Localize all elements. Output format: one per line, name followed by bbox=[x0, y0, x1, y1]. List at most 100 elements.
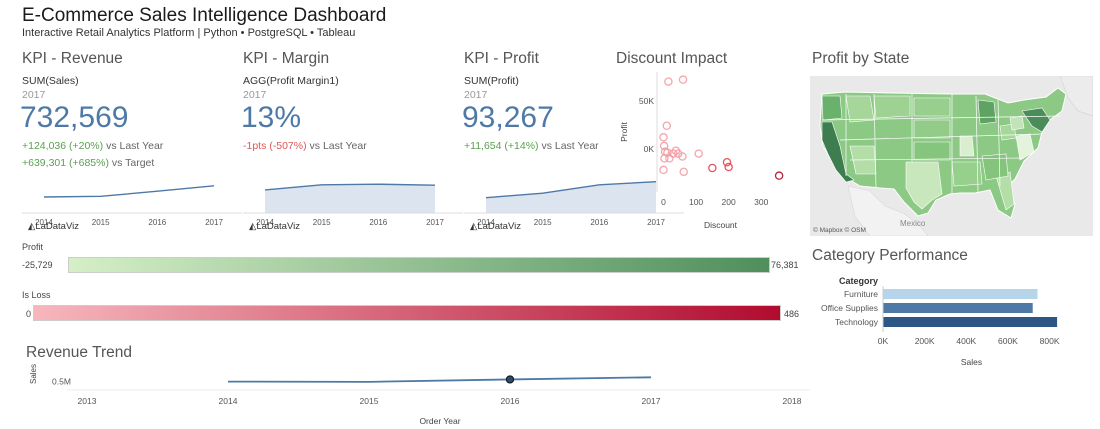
scatter-x-label: Discount bbox=[704, 220, 738, 230]
sparkline-year-label: 2016 bbox=[369, 218, 387, 227]
sparkline-year-label: 2014 bbox=[256, 218, 274, 227]
kpi-sparkline: 2014 2015 2016 2017 bbox=[464, 180, 684, 227]
state-montana bbox=[873, 95, 911, 119]
category-x-tick: 800K bbox=[1040, 336, 1060, 346]
delta-value: -1pts (-507%) bbox=[243, 140, 307, 152]
canada-land bbox=[1059, 76, 1093, 117]
profit-legend-gradient[interactable] bbox=[68, 257, 770, 273]
scatter-point bbox=[724, 162, 733, 172]
scatter-x-tick: 0 bbox=[661, 197, 666, 207]
logo-text: LaDataViz bbox=[35, 221, 79, 232]
mexico-land bbox=[847, 185, 929, 236]
kpi-revenue[interactable]: KPI - Revenue SUM(Sales) 2017 732,569 +1… bbox=[20, 50, 242, 270]
scatter-point bbox=[665, 154, 674, 163]
profit-map[interactable]: Mexico © Mapbox © OSM bbox=[810, 76, 1093, 236]
delta-value: +124,036 (+20%) bbox=[22, 140, 104, 152]
state-michigan bbox=[977, 99, 997, 125]
sparkline-year-label: 2016 bbox=[590, 218, 608, 227]
category-x-tick: 0K bbox=[878, 336, 889, 346]
kpi-value: 732,569 bbox=[20, 101, 129, 134]
trend-highlight-point bbox=[505, 375, 515, 384]
scatter-x-tick: 100 bbox=[689, 197, 703, 207]
scatter-point bbox=[662, 121, 672, 131]
scatter-point bbox=[678, 152, 687, 161]
loss-legend-gradient[interactable] bbox=[33, 305, 781, 321]
category-x-label: Sales bbox=[961, 357, 982, 367]
kpi-delta-target: +639,301 (+685%) vs Target bbox=[22, 157, 154, 169]
dashboard-title: E-Commerce Sales Intelligence Dashboard bbox=[22, 5, 387, 26]
logo-text: LaDataViz bbox=[256, 221, 300, 232]
sparkline-year-label: 2017 bbox=[205, 218, 223, 227]
logo-icon: ◭ bbox=[470, 221, 478, 232]
kpi-delta-last-year: -1pts (-507%) vs Last Year bbox=[243, 140, 367, 152]
kpi-title: KPI - Profit bbox=[464, 50, 539, 67]
category-performance-title: Category Performance bbox=[812, 247, 968, 264]
kpi-year: 2017 bbox=[22, 89, 46, 101]
kpi-title: KPI - Margin bbox=[243, 50, 330, 67]
loss-legend-max: 486 bbox=[784, 309, 800, 319]
sparkline-year-label: 2014 bbox=[35, 218, 53, 227]
category-x-tick: 400K bbox=[956, 336, 976, 346]
ladataviz-logo: ◭LaDataViz bbox=[470, 221, 521, 232]
scatter-point bbox=[708, 163, 717, 173]
trend-x-label: Order Year bbox=[419, 416, 460, 426]
scatter-x-tick: 200 bbox=[722, 197, 736, 207]
revenue-trend-chart[interactable]: 0.5M Sales 2013 2014 2015 2016 2017 2018 Order Y… bbox=[20, 364, 810, 428]
dashboard-subtitle: Interactive Retail Analytics Platform | … bbox=[22, 27, 356, 39]
profit-legend-max: 76,381 bbox=[771, 260, 799, 270]
state-pennsylvania bbox=[1009, 115, 1025, 131]
kpi-margin[interactable]: KPI - Margin AGG(Profit Margin1) 2017 13… bbox=[241, 50, 463, 270]
map-country-label: Mexico bbox=[900, 219, 926, 228]
trend-y-tick: 0.5M bbox=[52, 376, 71, 386]
state-south-central bbox=[951, 161, 983, 187]
delta-text: vs Last Year bbox=[538, 140, 599, 152]
category-label: Furniture bbox=[844, 289, 878, 299]
sparkline-line bbox=[264, 183, 436, 191]
scatter-x-tick: 300 bbox=[754, 197, 768, 207]
kpi-delta-last-year: +124,036 (+20%) vs Last Year bbox=[22, 140, 163, 152]
kpi-year: 2017 bbox=[243, 89, 267, 101]
loss-legend-title: Is Loss bbox=[22, 290, 51, 300]
profit-by-state-title: Profit by State bbox=[812, 50, 910, 67]
kpi-measure: SUM(Profit) bbox=[464, 75, 519, 87]
scatter-y-label: Profit bbox=[619, 121, 629, 141]
category-x-tick: 600K bbox=[998, 336, 1018, 346]
trend-line bbox=[227, 376, 652, 383]
sparkline-year-label: 2017 bbox=[647, 218, 665, 227]
trend-x-tick: 2017 bbox=[642, 396, 661, 406]
category-label: Technology bbox=[835, 317, 879, 327]
trend-x-tick: 2018 bbox=[783, 396, 802, 406]
kpi-sparkline: 2014 2015 2016 2017 bbox=[22, 185, 242, 227]
state-california bbox=[821, 121, 855, 183]
trend-x-tick: 2016 bbox=[501, 396, 520, 406]
scatter-point bbox=[659, 133, 668, 142]
scatter-point bbox=[664, 77, 673, 86]
logo-text: LaDataViz bbox=[477, 221, 521, 232]
state-kansas-oklahoma bbox=[913, 141, 951, 161]
category-bar bbox=[883, 317, 1058, 327]
kpi-delta-last-year: +11,654 (+14%) vs Last Year bbox=[464, 140, 599, 152]
trend-y-label: Sales bbox=[29, 364, 38, 384]
discount-impact-title: Discount Impact bbox=[616, 50, 728, 67]
discount-scatter-chart[interactable]: 50K 0K 0 100 200 300 Discount Profit bbox=[612, 72, 792, 237]
category-header: Category bbox=[839, 276, 878, 286]
state-new-york bbox=[1021, 107, 1051, 133]
sparkline-year-label: 2016 bbox=[148, 218, 166, 227]
sparkline-area bbox=[265, 184, 435, 213]
scatter-point bbox=[659, 165, 668, 175]
kpi-value: 13% bbox=[241, 101, 302, 134]
state-texas bbox=[905, 161, 943, 210]
state-nebraska bbox=[913, 119, 951, 139]
delta-value: +639,301 (+685%) bbox=[22, 157, 109, 169]
sparkline-year-label: 2015 bbox=[313, 218, 331, 227]
sparkline-year-label: 2015 bbox=[92, 218, 110, 227]
sparkline-line bbox=[43, 185, 215, 198]
category-x-tick: 200K bbox=[915, 336, 935, 346]
scatter-point bbox=[774, 171, 784, 180]
sparkline-line bbox=[485, 180, 657, 199]
scatter-point bbox=[663, 148, 672, 157]
revenue-trend-title: Revenue Trend bbox=[26, 344, 132, 361]
category-bar-chart[interactable]: Category Furniture Office Supplies Technolo… bbox=[810, 272, 1095, 372]
kpi-profit[interactable]: KPI - Profit SUM(Profit) 2017 93,267 +11… bbox=[462, 50, 684, 270]
map-attribution: © Mapbox © OSM bbox=[813, 226, 866, 234]
